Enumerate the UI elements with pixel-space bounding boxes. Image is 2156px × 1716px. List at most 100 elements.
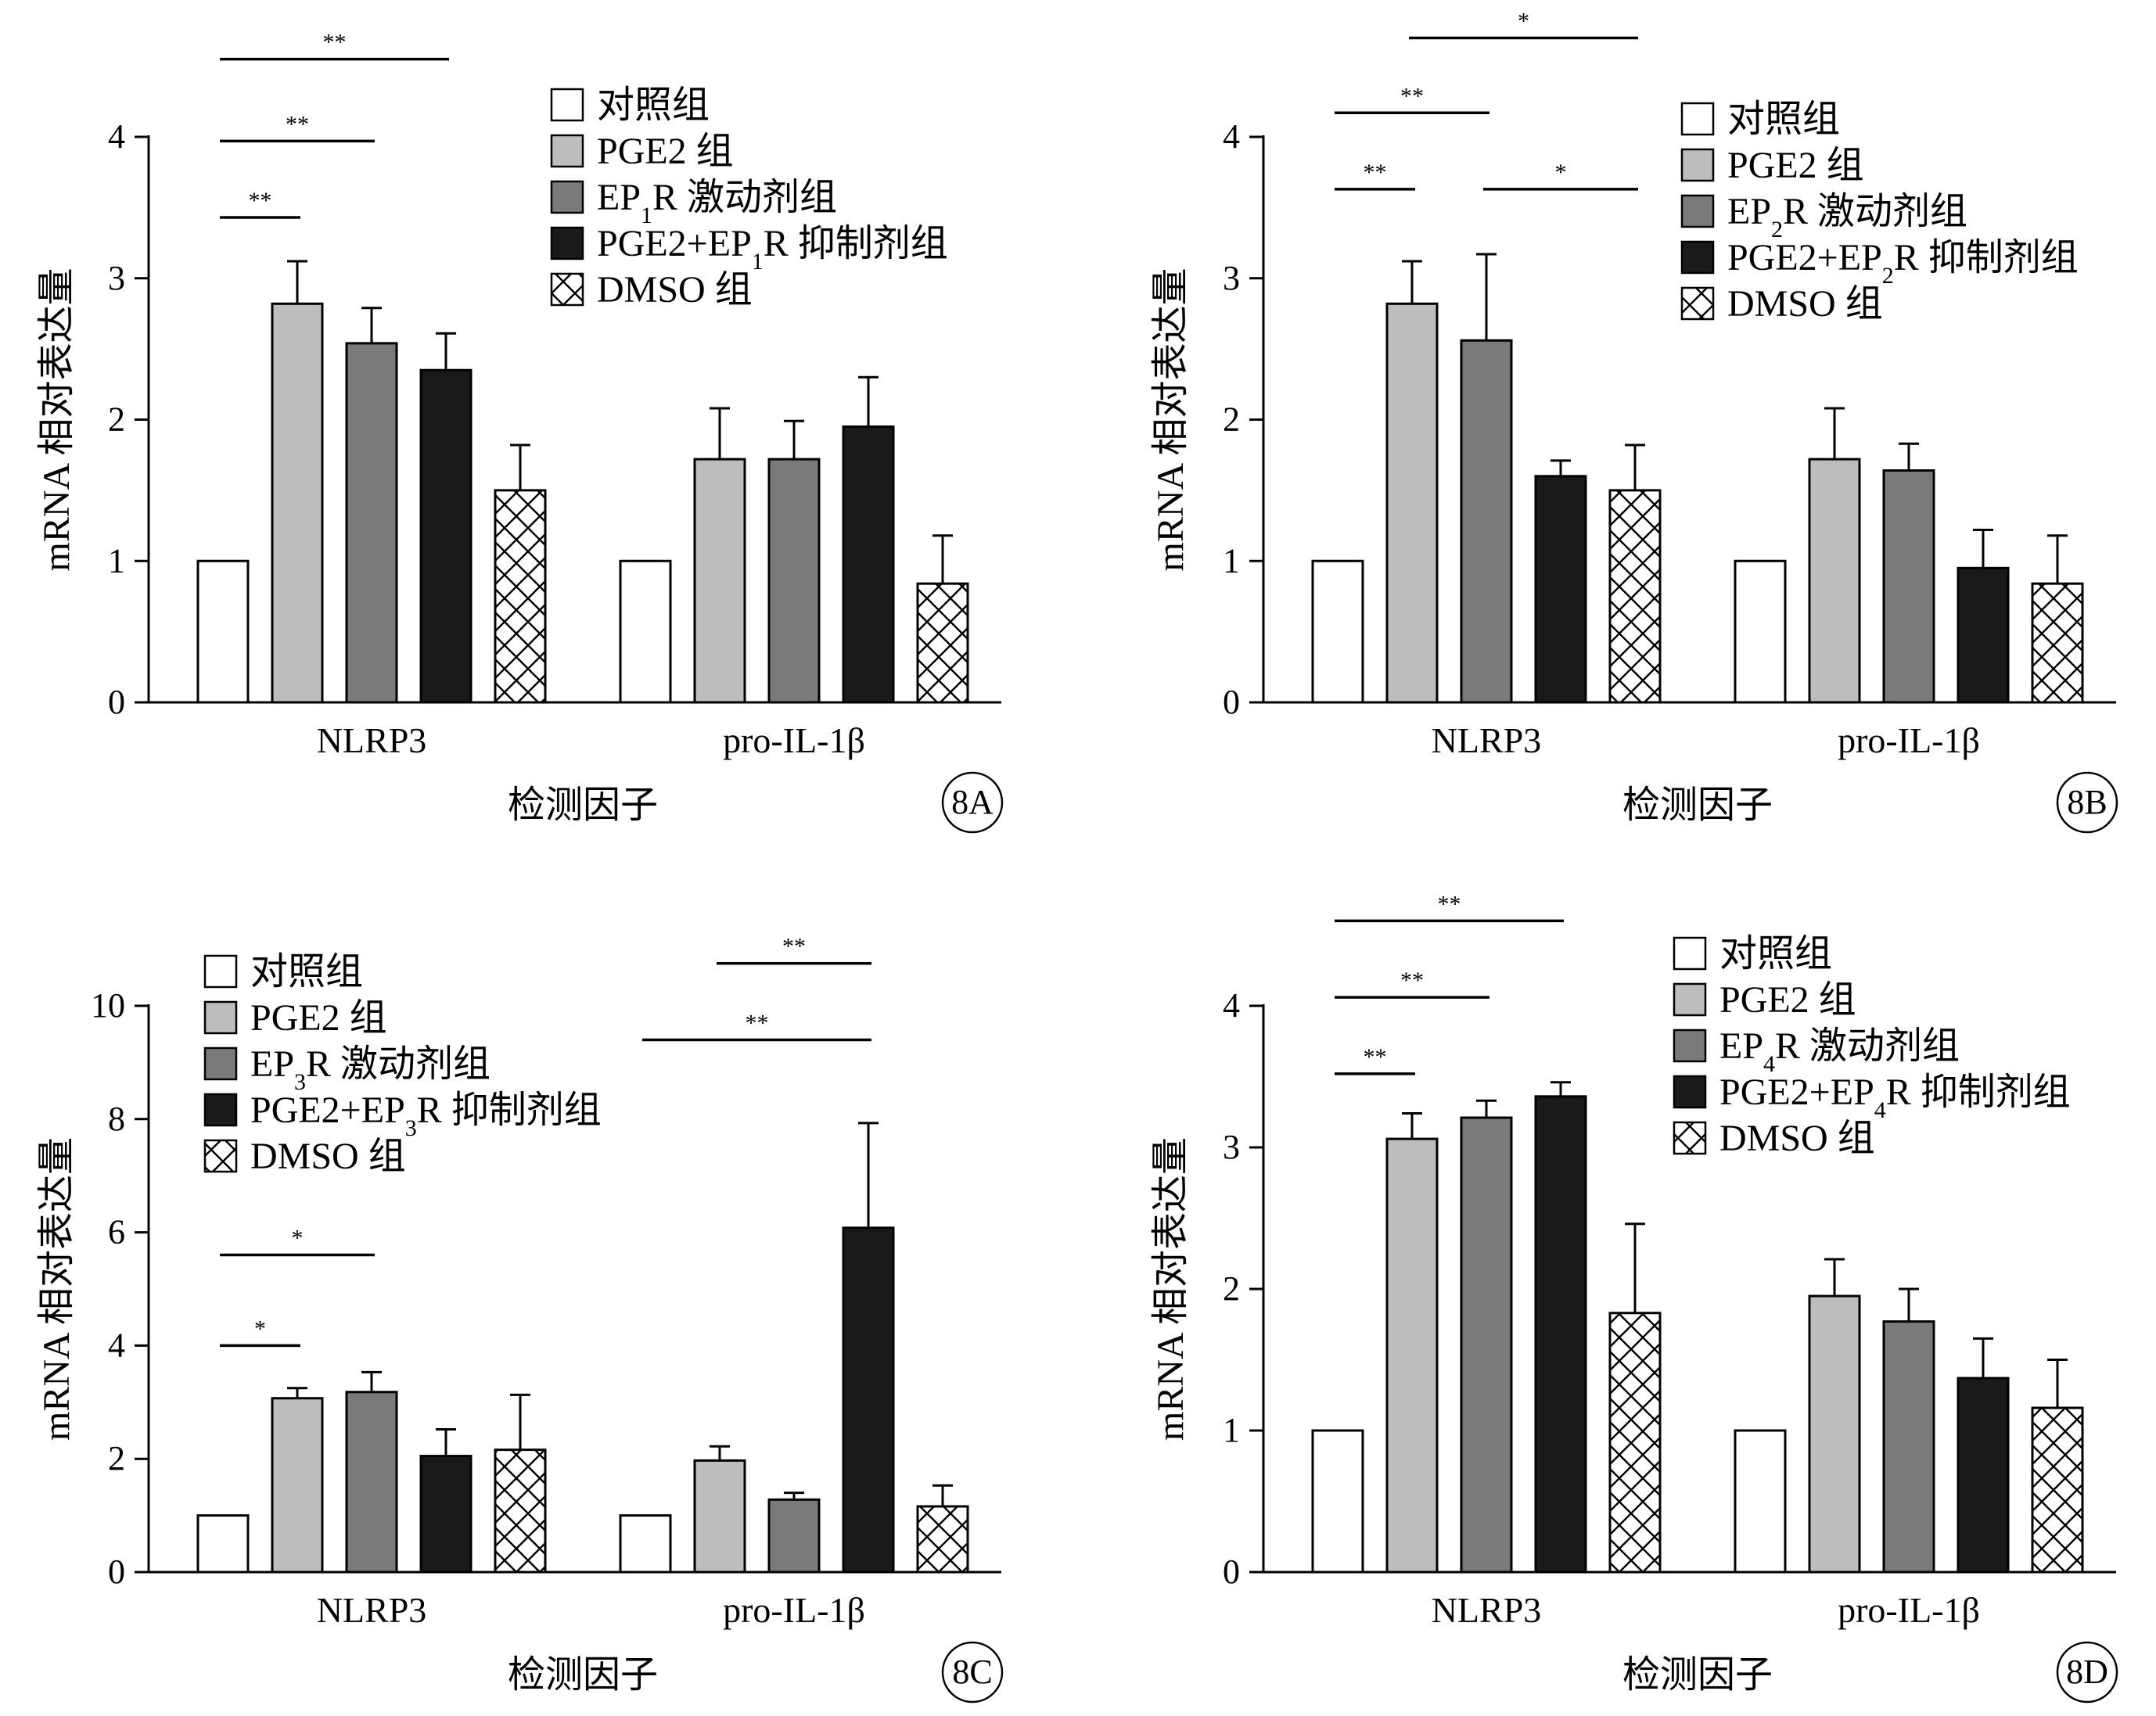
- legend-swatch: [1673, 936, 1707, 971]
- legend-entry-label: EP2R 激动剂组: [1727, 191, 1967, 242]
- bar-pro-IL-1β-1: [693, 1459, 746, 1574]
- x-category-label: pro-IL-1β: [1838, 1590, 1980, 1630]
- y-tick-label: 10: [91, 986, 125, 1025]
- legend-swatch: [550, 134, 584, 168]
- legend-entry-label: PGE2+EP4R 抑制剂组: [1719, 1072, 2071, 1123]
- significance-marker: **: [249, 188, 272, 214]
- panel-label-circle: [941, 1641, 1004, 1703]
- bar-pro-IL-1β-3: [842, 425, 895, 704]
- legend-swatch: [550, 272, 584, 307]
- panel-label-circle: [2056, 1641, 2118, 1703]
- x-category-label: pro-IL-1β: [723, 1590, 865, 1630]
- legend-swatch: [1680, 148, 1715, 182]
- bar-pro-IL-1β-3: [1957, 566, 2010, 704]
- y-tick-label: 4: [1223, 986, 1240, 1025]
- legend-swatch: [203, 954, 238, 989]
- y-tick-label: 0: [108, 683, 125, 721]
- y-tick-label: 0: [1223, 1553, 1240, 1591]
- x-axis-title: 检测因子: [508, 784, 658, 826]
- panel-label-circle: [941, 771, 1004, 834]
- legend-swatch: [1680, 240, 1715, 275]
- significance-marker: *: [1555, 160, 1567, 185]
- bar-pro-IL-1β-0: [1734, 1429, 1787, 1574]
- bar-pro-IL-1β-2: [1882, 469, 1935, 704]
- legend-swatch: [1673, 982, 1707, 1017]
- bar-pro-IL-1β-0: [619, 559, 672, 704]
- legend-entry-label: 对照组: [1719, 933, 1832, 975]
- bar-pro-IL-1β-2: [767, 458, 821, 704]
- legend-entry-label: DMSO 组: [597, 269, 753, 311]
- legend-swatch: [203, 1046, 238, 1081]
- significance-marker: **: [1364, 160, 1387, 185]
- legend-swatch: [550, 88, 584, 122]
- legend-entry-label: PGE2+EP2R 抑制剂组: [1727, 237, 2079, 289]
- significance-marker: *: [1518, 8, 1529, 34]
- y-tick-label: 2: [1223, 1269, 1240, 1308]
- legend-entry-label: PGE2 组: [250, 997, 387, 1039]
- x-category-label: NLRP3: [317, 1590, 427, 1630]
- bar-pro-IL-1β-4: [916, 1505, 969, 1574]
- bar-NLRP3-3: [419, 1455, 473, 1574]
- significance-marker: **: [1400, 967, 1424, 993]
- legend-entry-label: PGE2 组: [597, 131, 734, 172]
- bar-pro-IL-1β-4: [2031, 1406, 2084, 1574]
- bar-NLRP3-2: [345, 342, 398, 704]
- bar-NLRP3-0: [196, 559, 250, 704]
- legend-swatch: [203, 1000, 238, 1035]
- bar-NLRP3-4: [494, 489, 547, 704]
- y-tick-label: 1: [1223, 1411, 1240, 1449]
- significance-marker: *: [254, 1316, 266, 1341]
- significance-marker: **: [746, 1010, 769, 1036]
- y-tick-label: 2: [108, 400, 125, 439]
- bar-pro-IL-1β-2: [767, 1498, 821, 1574]
- y-axis-title: mRNA 相对表达量: [36, 267, 77, 571]
- x-category-label: pro-IL-1β: [1838, 720, 1980, 760]
- bar-NLRP3-4: [1608, 1312, 1662, 1574]
- legend-entry-label: 对照组: [250, 951, 363, 993]
- legend-entry-label: 对照组: [1727, 99, 1840, 140]
- significance-marker: **: [1400, 83, 1424, 109]
- legend-swatch: [550, 226, 584, 260]
- panel-8A: 0 1 2 3 4 mRNA 相对表达量 NLRP3 pro-IL-1β 检测因子 ** ** ** 对…: [36, 30, 1004, 834]
- bar-NLRP3-0: [1311, 1429, 1364, 1574]
- bar-NLRP3-4: [494, 1449, 547, 1574]
- legend-swatch: [1680, 102, 1715, 136]
- y-tick-label: 0: [1223, 683, 1240, 721]
- x-category-label: NLRP3: [317, 720, 427, 760]
- panel-8D: 0 1 2 3 4 mRNA 相对表达量 NLRP3 pro-IL-1β 检测因子 ** ** ** 对…: [1150, 891, 2118, 1703]
- legend-swatch: [203, 1093, 238, 1127]
- legend-swatch: [550, 180, 584, 214]
- legend-entry-label: EP1R 激动剂组: [597, 177, 837, 228]
- significance-marker: **: [286, 111, 309, 137]
- bar-pro-IL-1β-0: [1734, 559, 1787, 704]
- y-axis-title: mRNA 相对表达量: [1150, 1137, 1191, 1441]
- legend-entry-label: 对照组: [597, 84, 710, 126]
- x-axis-title: 检测因子: [1622, 784, 1773, 826]
- legend-entry-label: PGE2+EP3R 抑制剂组: [250, 1090, 602, 1141]
- panel-label: 8D: [2066, 1653, 2108, 1691]
- y-tick-label: 6: [108, 1213, 125, 1251]
- bar-NLRP3-2: [1460, 339, 1513, 704]
- bar-NLRP3-4: [1608, 489, 1662, 704]
- y-tick-label: 3: [1223, 259, 1240, 297]
- significance-marker: **: [1438, 891, 1461, 917]
- y-tick-label: 1: [1223, 541, 1240, 580]
- legend-swatch: [1673, 1121, 1707, 1155]
- significance-marker: *: [292, 1226, 304, 1251]
- bar-NLRP3-0: [1311, 559, 1364, 704]
- bar-pro-IL-1β-4: [916, 582, 969, 704]
- legend-entry-label: PGE2+EP1R 抑制剂组: [597, 223, 948, 275]
- legend-entry-label: DMSO 组: [1719, 1118, 1875, 1159]
- bar-NLRP3-3: [419, 368, 473, 704]
- x-axis-title: 检测因子: [508, 1654, 658, 1696]
- y-tick-label: 3: [1223, 1128, 1240, 1166]
- bar-pro-IL-1β-1: [1808, 1294, 1861, 1574]
- legend-entry-label: DMSO 组: [250, 1136, 406, 1177]
- bar-NLRP3-1: [271, 1397, 324, 1574]
- bar-NLRP3-0: [196, 1514, 250, 1574]
